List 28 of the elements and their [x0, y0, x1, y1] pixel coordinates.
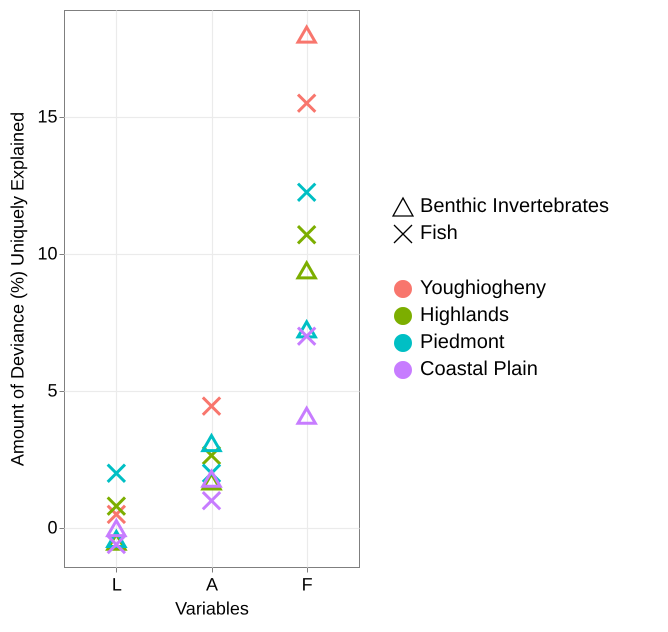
text: Coastal Plain [420, 357, 538, 382]
y-tick-label: 0 [47, 518, 58, 538]
x-tick-label: F [302, 574, 313, 594]
point [201, 396, 222, 416]
point [106, 463, 126, 484]
point [201, 490, 222, 511]
x-tick-label: A [206, 574, 218, 594]
point [296, 326, 317, 346]
text: Benthic Invertebrates [420, 194, 609, 219]
point [296, 261, 317, 280]
point [296, 406, 317, 425]
y-tick-label: 15 [37, 106, 58, 126]
point [201, 434, 222, 452]
x-axis-title: Variables [175, 598, 249, 618]
text: Piedmont [420, 330, 504, 355]
text: Youghiogheny [420, 276, 546, 301]
text: Fish [420, 221, 458, 246]
point [296, 26, 317, 44]
x-tick-label: L [112, 574, 122, 594]
y-tick-label: 10 [37, 243, 58, 264]
point [296, 224, 317, 245]
y-axis-title: Amount of Deviance (%) Uniquely Explained [7, 112, 28, 466]
point [106, 519, 126, 538]
text: Highlands [420, 303, 509, 328]
point [106, 496, 126, 516]
point [296, 93, 317, 114]
point [296, 182, 317, 202]
y-tick-label: 5 [47, 380, 58, 401]
